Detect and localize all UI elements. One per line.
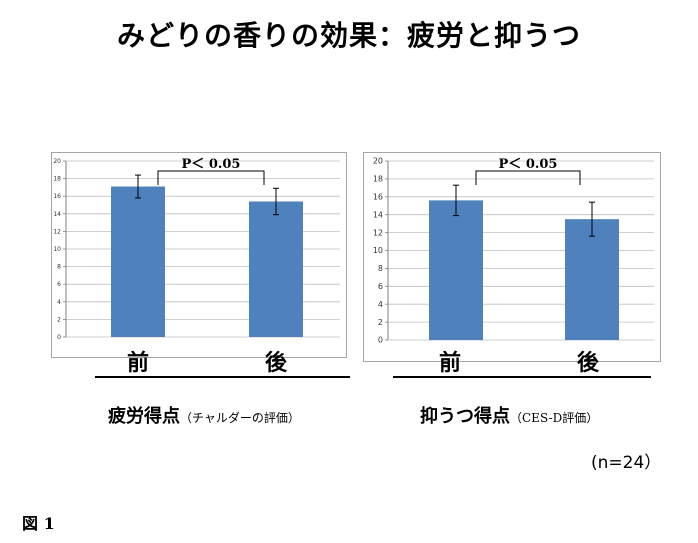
depression-significance-bracket (475, 170, 581, 185)
fatigue-y-tick-label: 14 (53, 211, 61, 218)
fatigue-bar-after (249, 201, 303, 337)
fatigue-y-tick-label: 6 (57, 281, 61, 288)
depression-y-tick-label: 20 (373, 157, 383, 166)
depression-chart-plot: 0 2 4 6 8 10 12 14 16 18 20 P＜ 0.05 (373, 157, 654, 345)
figure-label: 図 1 (22, 514, 55, 533)
depression-y-tick-label: 6 (378, 282, 383, 291)
fatigue-caption: 疲労得点（チャルダーの評価） (108, 402, 300, 428)
fatigue-y-tick-label: 16 (53, 193, 61, 200)
depression-divider (393, 376, 651, 378)
fatigue-category-before: 前 (126, 351, 149, 376)
fatigue-significance-bracket (157, 170, 265, 185)
fatigue-y-tick-label: 4 (57, 299, 61, 306)
depression-bar-after (565, 219, 619, 340)
depression-caption-sub: （CES-D評価） (510, 411, 599, 425)
fatigue-caption-sub: （チャルダーの評価） (180, 411, 300, 425)
fatigue-y-tick-label: 18 (53, 176, 61, 183)
depression-y-tick-label: 8 (378, 264, 383, 273)
fatigue-y-tick-label: 0 (57, 334, 61, 341)
depression-y-tick-label: 2 (378, 318, 383, 327)
fatigue-significance-label: P＜ 0.05 (182, 157, 241, 172)
depression-y-tick-label: 0 (378, 336, 383, 345)
fatigue-y-tick-label: 2 (57, 316, 61, 323)
depression-caption-main: 抑うつ得点 (420, 406, 510, 427)
depression-y-tick-label: 4 (378, 300, 383, 309)
fatigue-y-tick-label: 20 (53, 158, 61, 165)
fatigue-chart: 0 2 4 6 8 10 12 14 16 18 20 P＜ 0.05 (51, 152, 347, 358)
depression-y-tick-label: 16 (373, 192, 383, 201)
fatigue-category-after: 後 (264, 351, 287, 376)
fatigue-y-tick-label: 12 (53, 228, 61, 235)
sample-size-label: (n=24） (591, 453, 662, 473)
depression-caption: 抑うつ得点（CES-D評価） (420, 402, 598, 428)
fatigue-y-tick-label: 10 (53, 246, 61, 253)
fatigue-chart-plot: 0 2 4 6 8 10 12 14 16 18 20 P＜ 0.05 (53, 157, 340, 341)
depression-chart: 0 2 4 6 8 10 12 14 16 18 20 P＜ 0.05 (363, 152, 661, 362)
fatigue-bar-before (111, 186, 165, 337)
depression-bar-before (429, 200, 483, 340)
depression-y-tick-label: 10 (373, 246, 383, 255)
fatigue-divider (95, 376, 350, 378)
depression-category-before: 前 (438, 351, 461, 376)
page-title: みどりの香りの効果：疲労と抑うつ (116, 19, 581, 52)
depression-y-tick-label: 14 (373, 210, 383, 219)
depression-y-tick-label: 12 (373, 228, 383, 237)
depression-y-tick-label: 18 (373, 175, 383, 184)
depression-significance-label: P＜ 0.05 (499, 157, 558, 172)
fatigue-caption-main: 疲労得点 (108, 406, 180, 427)
fatigue-y-tick-label: 8 (57, 264, 61, 271)
depression-category-after: 後 (576, 351, 599, 376)
